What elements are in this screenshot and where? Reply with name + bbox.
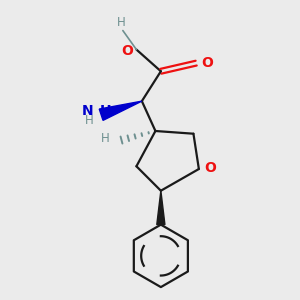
Text: N: N (82, 104, 94, 118)
Text: H: H (117, 16, 126, 29)
Text: O: O (204, 160, 216, 175)
Polygon shape (99, 101, 142, 120)
Polygon shape (157, 191, 165, 225)
Text: O: O (201, 56, 213, 70)
Text: H: H (101, 132, 110, 145)
Text: H: H (100, 104, 111, 118)
Text: H: H (85, 114, 94, 127)
Text: O: O (121, 44, 133, 58)
